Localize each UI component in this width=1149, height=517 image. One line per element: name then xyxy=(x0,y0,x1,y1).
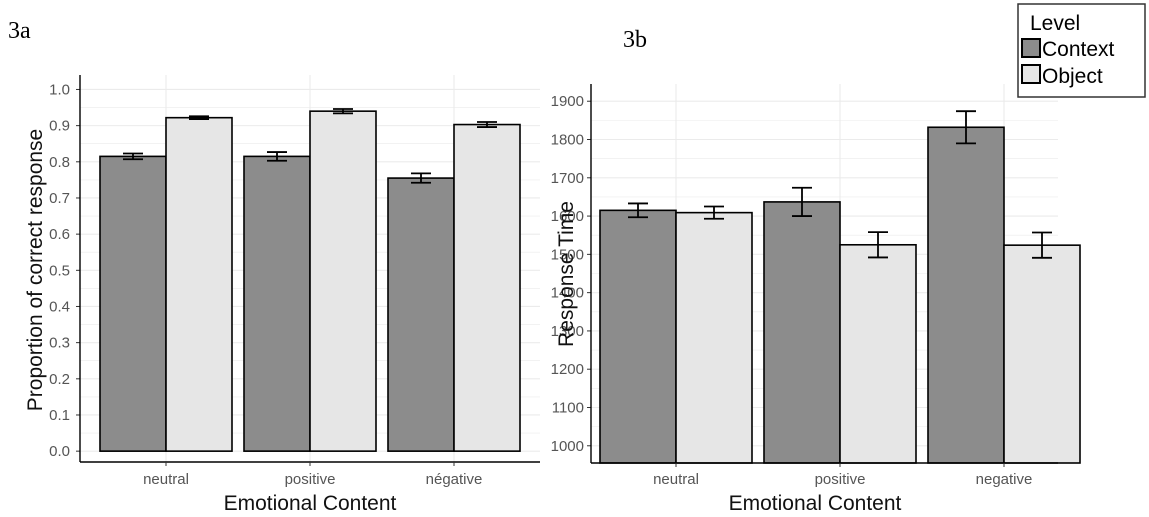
x-tick-label: negative xyxy=(976,471,1033,488)
bar-object-neutral xyxy=(675,211,753,464)
bar-context-neutral xyxy=(599,209,677,464)
y-tick-label: 0.4 xyxy=(49,298,70,315)
y-tick-label: 0.6 xyxy=(49,226,70,243)
x-tick-label: neutral xyxy=(143,471,189,488)
x-axis-title: Emotional Content xyxy=(224,492,397,515)
chart-3a: 0.0 0.1 0.2 0.3 0.4 0.5 0.6 0.7 0.8 0.9 1.0 neutra… xyxy=(24,75,540,515)
bar-object-positive xyxy=(839,243,917,464)
legend-swatch-object xyxy=(1021,64,1041,84)
x-tick-label: négative xyxy=(426,471,483,488)
x-axis: neutral positive négative xyxy=(80,461,540,488)
y-tick-label: 1400 xyxy=(551,285,584,302)
bar-object-negative xyxy=(1003,244,1081,464)
x-axis-title: Emotional Content xyxy=(729,492,902,515)
y-tick-label: 0.3 xyxy=(49,335,70,352)
y-tick-label: 0.7 xyxy=(49,190,70,207)
bar-object-positive xyxy=(309,110,377,452)
y-tick-label: 0.5 xyxy=(49,262,70,279)
y-tick-label: 1.0 xyxy=(49,81,70,98)
panel-label-3b: 3b xyxy=(623,27,647,53)
y-axis-title: Proportion of correct response xyxy=(24,129,47,411)
legend-title: Level xyxy=(1030,12,1080,35)
y-tick-label: 0.0 xyxy=(49,443,70,460)
y-tick-label: 1000 xyxy=(551,438,584,455)
y-axis: 0.0 0.1 0.2 0.3 0.4 0.5 0.6 0.7 0.8 0.9 1.0 xyxy=(49,75,81,462)
y-tick-label: 1600 xyxy=(551,208,584,225)
bars xyxy=(99,110,521,452)
panel-label-3a: 3a xyxy=(8,18,31,44)
bar-context-négative xyxy=(387,177,455,452)
y-tick-label: 1300 xyxy=(551,323,584,340)
y-tick-label: 0.8 xyxy=(49,154,70,171)
y-tick-label: 1200 xyxy=(551,361,584,378)
y-axis-title: Response Time xyxy=(555,201,578,347)
legend: Level Context Object xyxy=(1017,3,1146,98)
bars xyxy=(599,126,1081,464)
y-tick-label: 1800 xyxy=(551,132,584,149)
bar-object-neutral xyxy=(165,116,233,452)
bar-context-neutral xyxy=(99,155,167,452)
y-tick-label: 1100 xyxy=(552,399,584,416)
legend-label-object: Object xyxy=(1042,65,1103,88)
error-bars xyxy=(123,108,497,184)
y-tick-label: 0.9 xyxy=(49,118,70,135)
y-axis: 1000 1100 1200 1300 1400 1500 1600 1700 1800 1900 xyxy=(551,84,592,463)
y-tick-label: 0.1 xyxy=(49,407,70,424)
error-bars xyxy=(628,110,1052,259)
x-axis: neutral positive negative xyxy=(591,462,1058,488)
y-tick-label: 1500 xyxy=(551,246,584,263)
y-tick-label: 1900 xyxy=(551,93,584,110)
x-tick-label: neutral xyxy=(653,471,699,488)
bar-context-positive xyxy=(243,155,311,452)
chart-3b: 1000 1100 1200 1300 1400 1500 1600 1700 1800 1900… xyxy=(551,84,1081,515)
bar-context-negative xyxy=(927,126,1005,464)
x-tick-label: positive xyxy=(285,471,336,488)
y-tick-label: 0.2 xyxy=(49,371,70,388)
bar-object-négative xyxy=(453,123,521,452)
legend-swatch-context xyxy=(1021,38,1041,58)
bar-context-positive xyxy=(763,201,841,464)
x-tick-label: positive xyxy=(815,471,866,488)
legend-label-context: Context xyxy=(1042,38,1115,61)
y-tick-label: 1700 xyxy=(551,170,584,187)
